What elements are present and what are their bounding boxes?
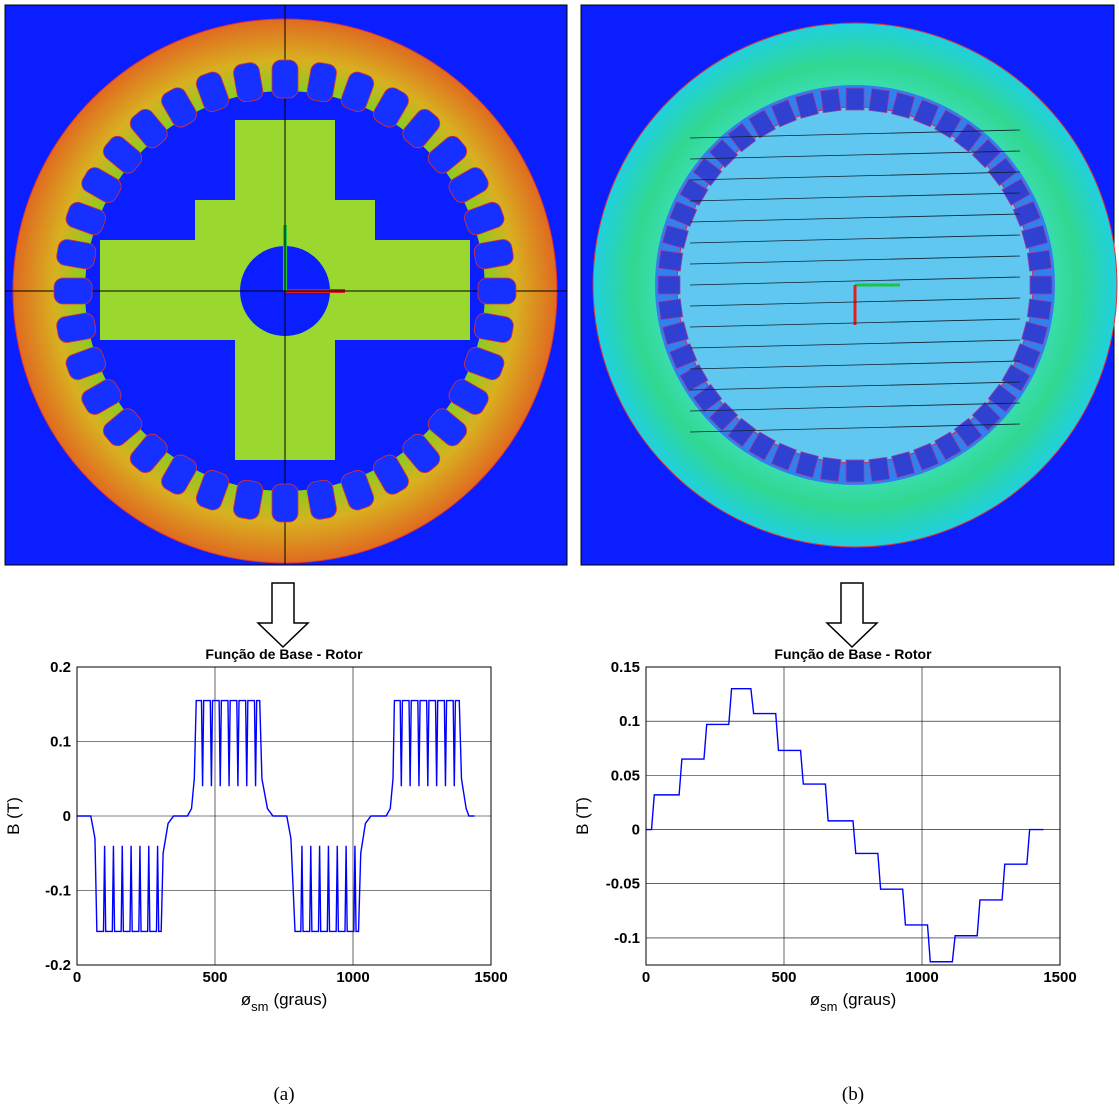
plot-area — [646, 667, 1060, 965]
slot — [869, 89, 890, 113]
y-tick-label: 0 — [63, 808, 71, 825]
slot — [272, 484, 298, 522]
x-tick-label: 1500 — [474, 969, 507, 986]
fem-image — [5, 5, 567, 565]
x-tick-label: 1000 — [336, 969, 369, 986]
down-arrow — [258, 583, 308, 647]
slot — [54, 278, 92, 304]
x-label-unit: (graus) — [842, 990, 896, 1009]
slot — [820, 457, 841, 481]
caption: (b) — [842, 1084, 864, 1105]
down-arrow — [827, 583, 877, 647]
x-tick-label: 0 — [642, 969, 650, 986]
y-tick-label: 0.1 — [50, 734, 71, 751]
slot — [659, 299, 683, 320]
y-tick-label: -0.05 — [606, 876, 640, 893]
x-label-subscript: sm — [251, 999, 268, 1014]
slot — [846, 88, 864, 110]
slot — [478, 278, 516, 304]
caption: (a) — [273, 1084, 294, 1105]
y-tick-label: 0.05 — [611, 767, 640, 784]
x-tick-label: 500 — [771, 969, 796, 986]
y-tick-label: -0.2 — [45, 957, 71, 974]
y-axis-label: B (T) — [573, 797, 592, 835]
x-label-symbol: ø — [810, 990, 820, 1009]
slot — [659, 250, 683, 271]
x-axis-label: øsm (graus) — [241, 990, 328, 1014]
chart-title: Função de Base - Rotor — [205, 646, 363, 662]
slot — [820, 89, 841, 113]
y-tick-label: 0.1 — [619, 713, 640, 730]
slot — [272, 60, 298, 98]
y-tick-label: -0.1 — [614, 930, 640, 947]
x-label-subscript: sm — [820, 999, 837, 1014]
slot — [869, 457, 890, 481]
slot — [846, 460, 864, 482]
x-label-unit: (graus) — [273, 990, 327, 1009]
x-tick-label: 0 — [73, 969, 81, 986]
x-axis-label: øsm (graus) — [810, 990, 897, 1014]
slot — [658, 276, 680, 294]
slot — [1027, 250, 1051, 271]
slot — [1027, 299, 1051, 320]
y-tick-label: -0.1 — [45, 883, 71, 900]
y-tick-label: 0.15 — [611, 659, 640, 676]
x-tick-label: 500 — [202, 969, 227, 986]
x-tick-label: 1000 — [905, 969, 938, 986]
x-label-symbol: ø — [241, 990, 251, 1009]
slot — [1030, 276, 1052, 294]
y-axis-label: B (T) — [4, 797, 23, 835]
y-tick-label: 0 — [632, 822, 640, 839]
y-tick-label: 0.2 — [50, 659, 71, 676]
chart-title: Função de Base - Rotor — [774, 646, 932, 662]
fem-image — [581, 5, 1117, 565]
x-tick-label: 1500 — [1043, 969, 1076, 986]
figure: (a) (b) -0.2 -0.1 0 0.1 0.2 0 500 1000 1500 Funçã… — [0, 0, 1119, 1118]
